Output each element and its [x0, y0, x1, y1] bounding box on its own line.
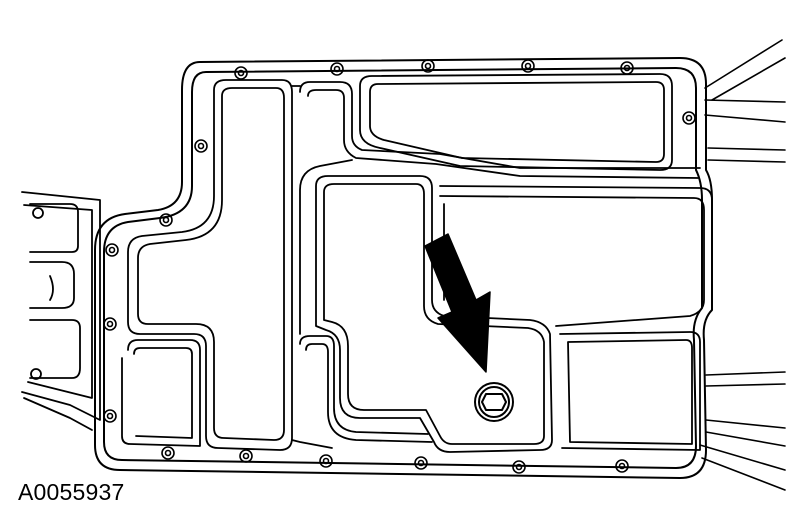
bolt-8 [160, 214, 172, 226]
bolt-17 [616, 460, 628, 472]
bolt-1 [235, 67, 247, 79]
bolt-13 [240, 450, 252, 462]
bolt-2 [331, 63, 343, 75]
frame-rail-top-right [705, 40, 785, 162]
bolt-5 [621, 62, 633, 74]
oil-pan-ribs [122, 74, 712, 452]
left-bracket [22, 192, 100, 430]
drain-plug [475, 383, 513, 421]
bolt-15 [415, 457, 427, 469]
bolt-3 [422, 60, 434, 72]
figure-id-label: A0055937 [18, 479, 125, 505]
bolt-6 [683, 112, 695, 124]
bolt-7 [195, 140, 207, 152]
bolt-11 [104, 410, 116, 422]
bolt-9 [106, 244, 118, 256]
flange-bolts [104, 60, 695, 473]
bolt-4 [522, 60, 534, 72]
bolt-10 [104, 318, 116, 330]
bolt-12 [162, 447, 174, 459]
oil-pan-flange [95, 58, 712, 478]
bolt-16 [513, 461, 525, 473]
frame-rail-bottom-right [700, 372, 785, 490]
callout-arrow [425, 234, 490, 372]
bolt-14 [320, 455, 332, 467]
